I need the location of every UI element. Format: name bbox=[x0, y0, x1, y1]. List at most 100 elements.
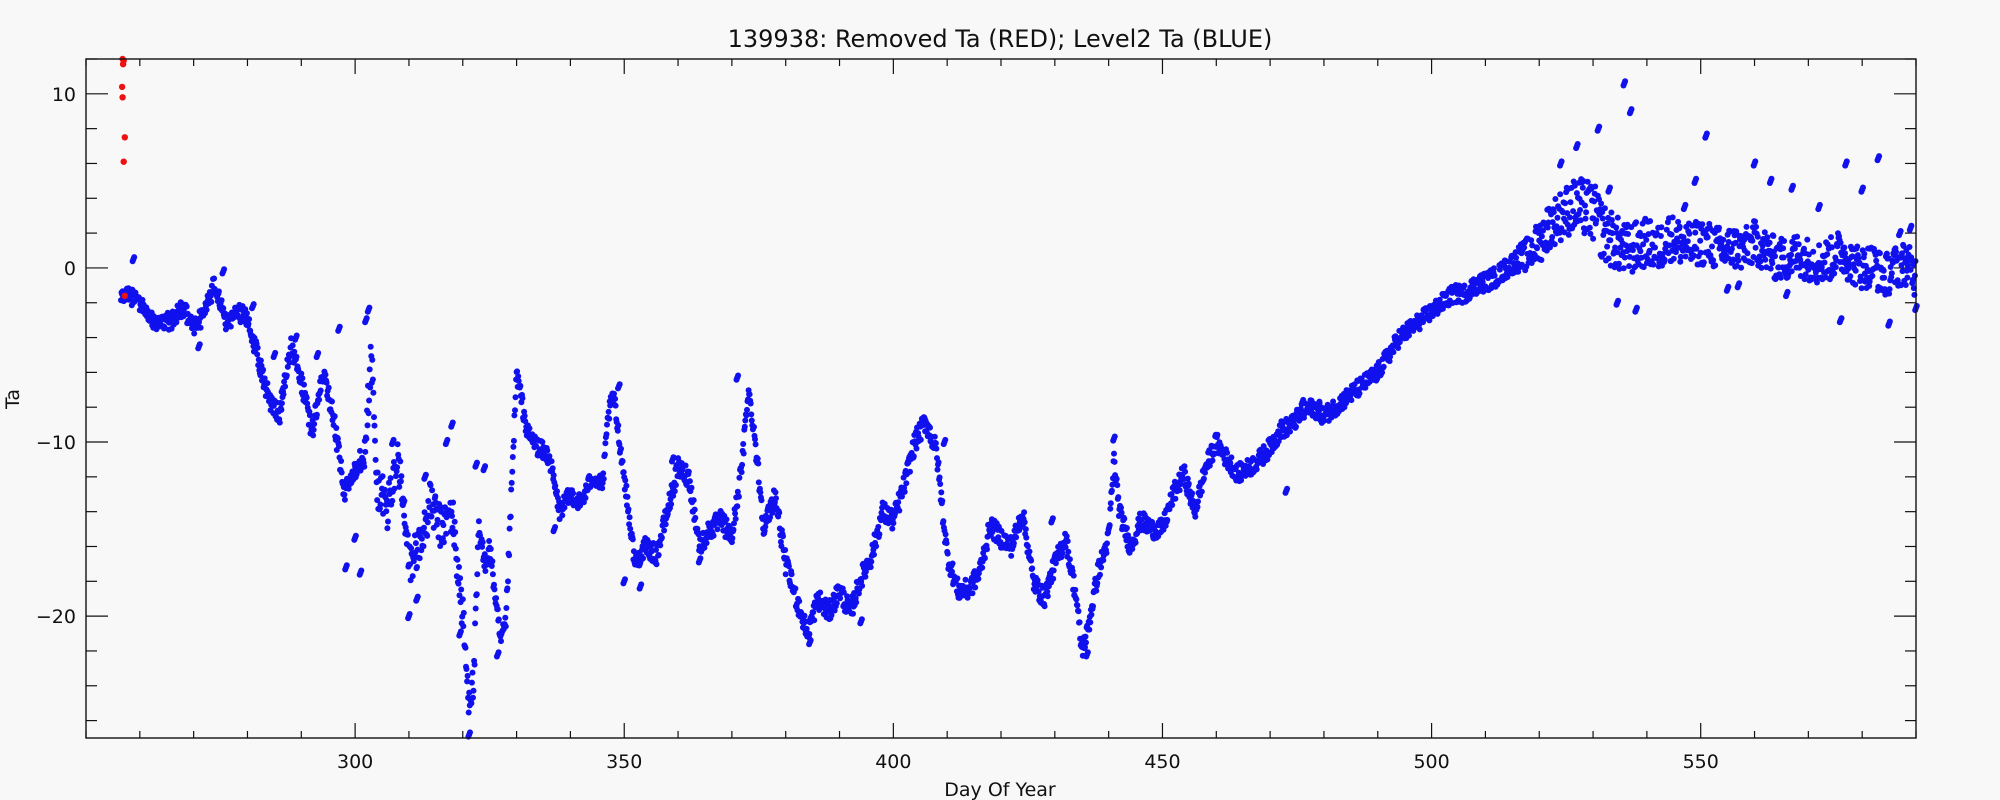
level2-point bbox=[1573, 190, 1580, 197]
level2-point bbox=[215, 288, 222, 295]
level2-point bbox=[736, 474, 743, 481]
data-points bbox=[118, 55, 1920, 740]
level2-point bbox=[406, 611, 413, 617]
level2-point bbox=[1650, 261, 1657, 268]
level2-point bbox=[539, 439, 546, 445]
level2-point bbox=[381, 486, 388, 493]
level2-point bbox=[299, 375, 306, 382]
level2-point bbox=[1873, 257, 1880, 264]
level2-point bbox=[310, 432, 317, 439]
level2-point bbox=[452, 545, 459, 552]
y-tick-label: 10 bbox=[52, 84, 76, 106]
level2-point bbox=[772, 489, 779, 496]
level2-point bbox=[981, 555, 988, 562]
level2-point bbox=[349, 468, 356, 475]
level2-point bbox=[604, 421, 610, 428]
level2-point bbox=[773, 495, 779, 502]
level2-point bbox=[1762, 256, 1769, 263]
level2-point bbox=[1842, 250, 1848, 257]
level2-point bbox=[1540, 227, 1546, 234]
level2-point bbox=[1583, 209, 1590, 216]
level2-point bbox=[889, 525, 896, 532]
level2-point bbox=[1897, 228, 1904, 234]
level2-point bbox=[1082, 633, 1089, 640]
level2-point bbox=[1115, 494, 1122, 501]
level2-point bbox=[379, 473, 386, 480]
level2-point bbox=[386, 479, 392, 486]
level2-point bbox=[739, 461, 746, 468]
level2-point bbox=[416, 555, 423, 562]
level2-point bbox=[468, 700, 475, 707]
level2-point bbox=[1669, 214, 1676, 221]
level2-point bbox=[671, 488, 678, 495]
level2-point bbox=[1284, 485, 1291, 492]
x-axis-label: Day Of Year bbox=[944, 779, 1056, 800]
level2-point bbox=[462, 644, 469, 651]
level2-point bbox=[1550, 209, 1557, 216]
level2-point bbox=[1189, 490, 1196, 497]
level2-point bbox=[895, 499, 902, 506]
level2-point bbox=[1534, 245, 1541, 252]
level2-point bbox=[1172, 495, 1179, 502]
level2-point bbox=[1605, 255, 1612, 262]
level2-point bbox=[515, 373, 522, 380]
level2-point bbox=[625, 506, 632, 513]
level2-point bbox=[1643, 236, 1650, 243]
level2-point bbox=[612, 402, 619, 409]
level2-point bbox=[743, 412, 750, 419]
level2-point bbox=[549, 465, 556, 472]
level2-point bbox=[1881, 274, 1888, 281]
level2-point bbox=[1725, 255, 1732, 262]
level2-point bbox=[369, 356, 376, 363]
level2-point bbox=[944, 550, 951, 557]
level2-point bbox=[334, 435, 341, 442]
level2-point bbox=[619, 458, 626, 465]
level2-point bbox=[280, 384, 287, 391]
level2-point bbox=[1626, 263, 1633, 270]
level2-point bbox=[803, 625, 810, 632]
level2-point bbox=[404, 531, 411, 538]
level2-point bbox=[1195, 498, 1201, 505]
level2-point bbox=[740, 450, 747, 457]
level2-point bbox=[657, 542, 664, 549]
level2-point bbox=[1615, 297, 1622, 304]
level2-point bbox=[1545, 219, 1552, 226]
level2-point bbox=[1293, 423, 1299, 430]
level2-point bbox=[1070, 572, 1077, 579]
level2-point bbox=[1777, 274, 1784, 281]
y-tick-label: −20 bbox=[36, 606, 76, 628]
level2-point bbox=[512, 394, 519, 401]
level2-point bbox=[871, 551, 877, 558]
level2-point bbox=[670, 454, 677, 461]
level2-point bbox=[570, 490, 577, 497]
level2-point bbox=[1093, 587, 1100, 594]
level2-point bbox=[1387, 353, 1394, 360]
level2-point bbox=[1185, 480, 1192, 487]
level2-point bbox=[1829, 244, 1835, 251]
level2-point bbox=[620, 469, 627, 476]
level2-point bbox=[1059, 550, 1066, 557]
level2-point bbox=[1111, 433, 1118, 440]
level2-point bbox=[1629, 247, 1636, 254]
level2-point bbox=[732, 515, 739, 522]
level2-point bbox=[358, 567, 365, 574]
level2-point bbox=[1699, 221, 1706, 228]
level2-point bbox=[363, 315, 370, 322]
level2-point bbox=[489, 558, 496, 565]
level2-point bbox=[730, 526, 737, 533]
level2-point bbox=[858, 616, 865, 623]
level2-point bbox=[343, 562, 350, 569]
level2-point bbox=[365, 410, 372, 417]
level2-point bbox=[747, 400, 754, 407]
level2-point bbox=[437, 543, 444, 549]
level2-point bbox=[1181, 463, 1188, 470]
level2-point bbox=[1764, 234, 1771, 241]
level2-point bbox=[1791, 245, 1798, 252]
level2-point bbox=[509, 454, 516, 460]
level2-point bbox=[1801, 276, 1808, 283]
removed-point bbox=[121, 134, 128, 141]
level2-point bbox=[1097, 571, 1103, 578]
level2-point bbox=[424, 532, 431, 539]
level2-point bbox=[757, 489, 764, 496]
level2-point bbox=[427, 482, 434, 489]
